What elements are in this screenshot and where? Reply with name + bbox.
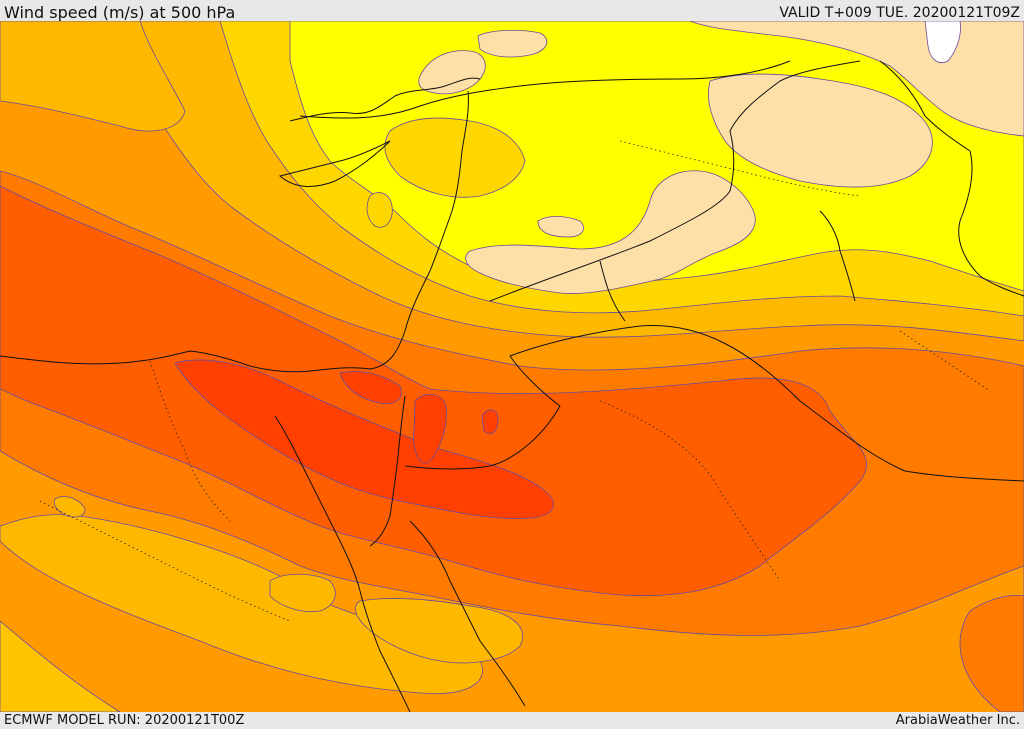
valid-time: VALID T+009 TUE. 20200121T09Z — [779, 5, 1020, 21]
band-light-orange-nw — [0, 21, 186, 132]
coastline-red-sea-east — [409, 520, 526, 707]
band-red-orange — [0, 185, 867, 597]
coastline-gulf-of-suez — [274, 415, 411, 712]
border-saudi-jordan — [404, 324, 1024, 482]
band-gold-sw-corner — [0, 620, 121, 712]
band-red-patch — [413, 394, 447, 464]
band-light-orange-patch-se — [355, 598, 523, 664]
coastline-turkey — [289, 77, 481, 122]
border-syria-iraq — [489, 60, 861, 302]
wind-speed-map[interactable] — [0, 21, 1024, 712]
admin-border-saudi — [599, 400, 781, 582]
coastline-med-south — [0, 90, 469, 373]
coastline-gulf-of-aqaba — [369, 395, 406, 547]
border-iran — [879, 60, 1024, 297]
band-gold-inner — [384, 117, 526, 198]
band-light-orange-patch-sw — [269, 573, 336, 613]
band-light-orange-patch-w — [53, 496, 86, 518]
coastline-cyprus — [278, 140, 391, 187]
band-red-patch-2 — [339, 371, 402, 405]
admin-border-sw — [39, 500, 291, 622]
map-title: Wind speed (m/s) at 500 hPa — [4, 3, 236, 22]
coastline-gulf — [819, 210, 856, 302]
band-gold-inner-2 — [366, 192, 393, 228]
band-lightest-north-2 — [477, 29, 548, 58]
border-jordan-iraq — [599, 260, 626, 322]
footer-bar: ECMWF MODEL RUN: 20200121T00Z ArabiaWeat… — [0, 712, 1024, 729]
band-lightest-small — [537, 216, 584, 238]
band-red-core — [174, 359, 554, 519]
admin-border-east — [899, 330, 991, 392]
border-turkey-syria — [299, 60, 791, 119]
header-bar: Wind speed (m/s) at 500 hPa VALID T+009 … — [0, 0, 1024, 22]
band-lightest-east — [707, 73, 933, 188]
band-white-ne — [924, 21, 961, 63]
credit: ArabiaWeather Inc. — [895, 713, 1020, 728]
band-red-patch-3 — [481, 409, 499, 435]
model-run: ECMWF MODEL RUN: 20200121T00Z — [4, 713, 245, 728]
